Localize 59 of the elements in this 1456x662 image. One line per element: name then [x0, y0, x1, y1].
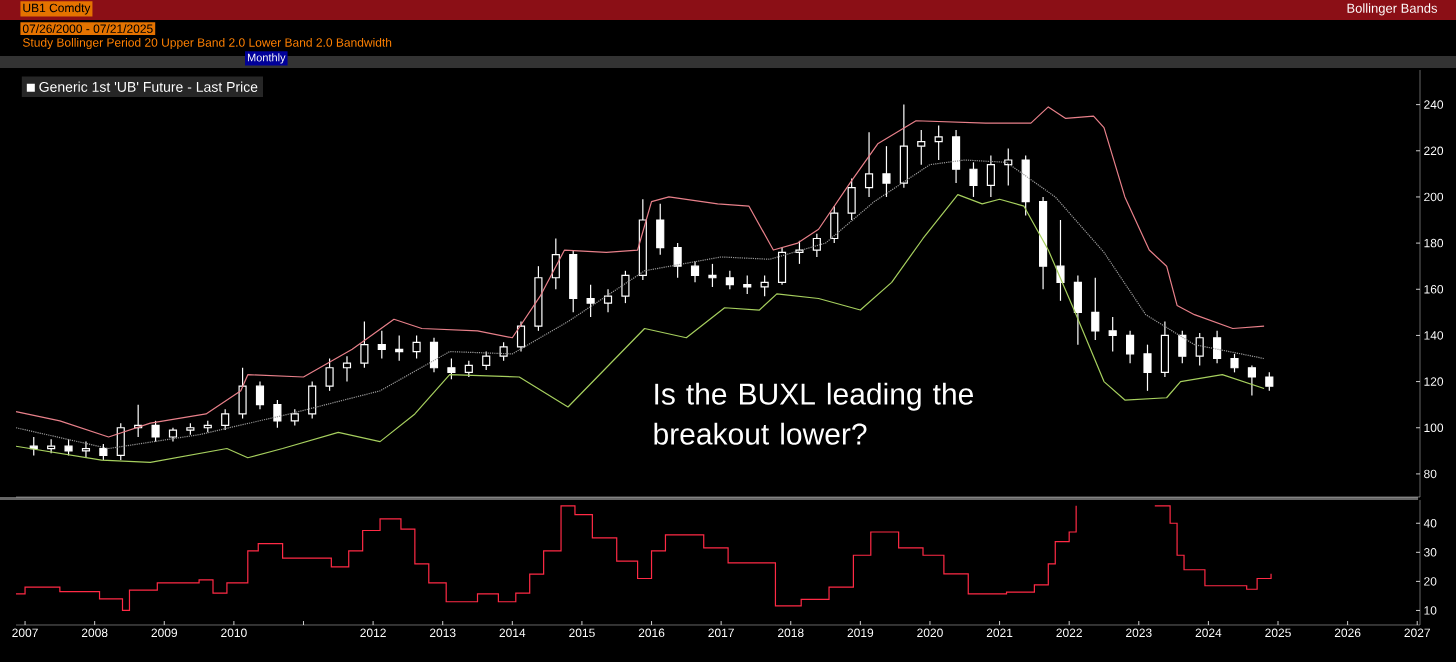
- x-tick-label: 2008: [81, 628, 108, 638]
- candlestick: [951, 129, 961, 184]
- x-tick-label: 2024: [1195, 628, 1222, 638]
- candlestick: [864, 131, 874, 198]
- candlestick: [1160, 320, 1169, 378]
- y-tick-label: 10: [1424, 606, 1437, 615]
- x-tick-label: 2015: [569, 628, 595, 638]
- candlestick: [603, 288, 613, 313]
- x-tick-label: 2012: [360, 628, 386, 638]
- x-tick-label: 2020: [917, 628, 943, 638]
- y-tick-label: 140: [1424, 331, 1444, 340]
- x-tick-label: 2017: [708, 628, 734, 638]
- y-tick-label: 220: [1424, 146, 1444, 156]
- x-tick-label: 2009: [151, 628, 178, 638]
- x-tick-label: 2023: [1126, 628, 1152, 638]
- text: Study Bollinger Period 20 Upper Band 2.0 Lower Band 2.0 Bandwidth: [22, 37, 392, 50]
- text: UB1 Comdty: [23, 3, 91, 15]
- y-tick-label: 80: [1424, 469, 1437, 479]
- x-tick-label: 2010: [221, 628, 247, 638]
- x-tick-label: 2021: [986, 628, 1013, 638]
- x-tick-label: 2016: [638, 628, 665, 638]
- text: 07/26/2000 - 07/21/2025: [22, 24, 153, 33]
- chart-title: Bollinger Bands: [1347, 3, 1438, 16]
- y-tick-label: 200: [1424, 192, 1444, 202]
- y-tick-label: 20: [1424, 577, 1437, 586]
- candlestick: [1073, 274, 1082, 346]
- y-tick-label: 160: [1424, 285, 1444, 294]
- y-tick-label: 120: [1424, 377, 1444, 386]
- candlestick: [1056, 219, 1065, 302]
- y-tick-label: 100: [1424, 423, 1444, 432]
- candlestick: [690, 260, 700, 283]
- text: Monthly: [247, 53, 286, 64]
- y-tick-label: 180: [1424, 238, 1444, 248]
- x-tick-label: 2014: [499, 628, 526, 638]
- candlestick: [1247, 364, 1256, 397]
- candlestick: [1213, 330, 1222, 364]
- legend-label: Generic 1st 'UB' Future - Last Price: [39, 81, 258, 92]
- candlestick: [255, 380, 265, 410]
- candlestick: [342, 355, 352, 383]
- candlestick: [812, 233, 821, 258]
- candlestick: [429, 337, 439, 373]
- candlestick: [899, 104, 908, 189]
- x-tick-label: 2025: [1265, 628, 1291, 638]
- annotation: Is the BUXL leading the breakout lower?: [654, 382, 973, 445]
- y-tick-label: 40: [1423, 519, 1437, 528]
- candlestick: [777, 247, 787, 286]
- y-tick-label: 30: [1424, 548, 1437, 557]
- x-tick-label: 2007: [12, 628, 38, 638]
- x-tick-label: 2027: [1404, 628, 1430, 638]
- candlestick: [1039, 196, 1048, 290]
- x-tick-label: 2018: [778, 628, 804, 638]
- x-tick-label: 2019: [847, 628, 874, 638]
- x-tick-label: 2013: [429, 628, 456, 638]
- y-tick-label: 240: [1424, 100, 1444, 109]
- candlestick: [986, 154, 995, 198]
- candlestick: [168, 427, 178, 443]
- x-tick-label: 2026: [1334, 628, 1361, 638]
- x-tick-label: 2022: [1056, 628, 1082, 638]
- candlestick: [1126, 330, 1135, 364]
